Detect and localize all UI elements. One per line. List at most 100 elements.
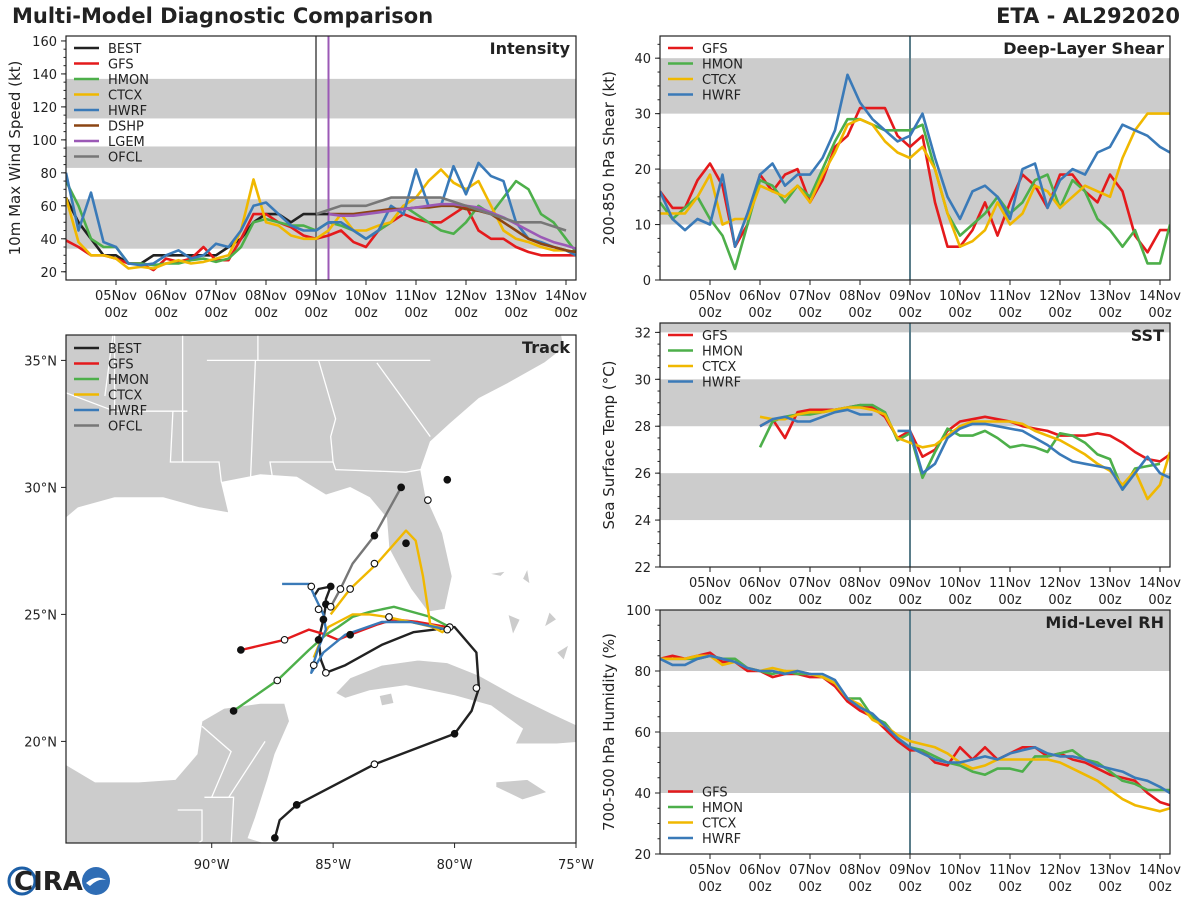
sst-panel: 22 24 26 28 30 32 05Nov 00z 06Nov 00z 07Nov 00z 08No… xyxy=(600,322,1181,608)
intensity-ytick-label: 40 xyxy=(40,233,57,248)
track-frame xyxy=(65,334,577,844)
land-bahamas xyxy=(555,643,570,661)
shear-xtick-date: 10Nov xyxy=(939,289,981,304)
land-isla-juventud xyxy=(378,692,395,707)
sst-ytick-label: 32 xyxy=(634,326,651,341)
rh-xtick-hour: 00z xyxy=(1048,880,1072,895)
logo-ring-icon xyxy=(7,866,37,896)
rh-xtick-date: 12Nov xyxy=(1039,863,1081,878)
track-ytick-label: 30°N xyxy=(24,481,57,496)
series-dshp xyxy=(328,204,576,254)
rh-xtick-date: 08Nov xyxy=(839,863,881,878)
map-border xyxy=(228,741,266,798)
shear-xtick-date: 11Nov xyxy=(989,289,1031,304)
track-point-hmon xyxy=(273,676,282,685)
rh-xtick-date: 11Nov xyxy=(989,863,1031,878)
land-bahamas xyxy=(488,570,507,577)
shear-xtick-hour: 00z xyxy=(898,306,922,321)
sst-ytick-label: 22 xyxy=(634,561,651,576)
legend-label-gfs: GFS xyxy=(702,329,728,344)
track-point-hmon xyxy=(229,707,238,715)
track-point-best xyxy=(472,684,481,692)
series-hwrf xyxy=(660,654,1170,795)
land-jamaica xyxy=(495,779,548,801)
cira-logo: CIRA xyxy=(6,864,116,902)
intensity-band xyxy=(66,146,576,168)
intensity-xtick-hour: 00z xyxy=(454,306,478,321)
shear-title: Deep-Layer Shear xyxy=(1003,39,1164,58)
sst-xtick-hour: 00z xyxy=(848,593,872,608)
legend-label-ctcx: CTCX xyxy=(702,73,736,88)
track-ytick-label: 25°N xyxy=(24,608,57,623)
map-border xyxy=(269,360,337,478)
rh-xtick-hour: 00z xyxy=(848,880,872,895)
sst-xtick-hour: 00z xyxy=(798,593,822,608)
intensity-band xyxy=(66,78,576,119)
legend-label-ctcx: CTCX xyxy=(108,89,142,104)
sst-band xyxy=(660,473,1170,521)
sst-xtick-hour: 00z xyxy=(1098,593,1122,608)
intensity-xtick-date: 08Nov xyxy=(245,289,287,304)
legend-label-dshp: DSHP xyxy=(108,120,144,135)
track-point-hwrf xyxy=(443,625,452,634)
rh-xtick-hour: 00z xyxy=(948,880,972,895)
track-point-ctcx xyxy=(443,475,452,484)
intensity-xtick-date: 10Nov xyxy=(345,289,387,304)
track-point-gfs xyxy=(280,635,289,644)
series-hwrf xyxy=(660,73,1170,248)
shear-series-group xyxy=(660,73,1170,271)
land-bahamas xyxy=(507,613,521,636)
map-border xyxy=(231,846,251,854)
track-title: Track xyxy=(522,338,570,357)
rh-xtick-date: 07Nov xyxy=(789,863,831,878)
shear-xtick-date: 05Nov xyxy=(689,289,731,304)
intensity-ytick-label: 120 xyxy=(32,101,57,116)
track-point-ctcx xyxy=(402,539,410,548)
track-legend-label-ofcl: OFCL xyxy=(108,420,143,435)
shear-xtick-hour: 00z xyxy=(1048,306,1072,321)
track-point-best xyxy=(314,635,323,644)
land-usa xyxy=(66,335,565,613)
map-border xyxy=(249,360,257,478)
shear-xtick-date: 09Nov xyxy=(889,289,931,304)
shear-xtick-date: 07Nov xyxy=(789,289,831,304)
rh-title: Mid-Level RH xyxy=(1045,613,1164,632)
rh-ylabel: 700-500 hPa Humidity (%) xyxy=(600,633,618,831)
shear-xtick-hour: 00z xyxy=(1148,306,1172,321)
legend-label-best: BEST xyxy=(108,42,141,57)
intensity-panel: 20 40 60 80 100 120 140 160 05Nov 00z 06Nov 00z 07No… xyxy=(6,35,587,321)
intensity-xtick-hour: 00z xyxy=(104,306,128,321)
track-ytick-label: 20°N xyxy=(24,735,57,750)
track-point-best xyxy=(370,760,379,769)
shear-ytick-label: 0 xyxy=(643,274,651,289)
sst-title: SST xyxy=(1131,326,1164,345)
intensity-frame xyxy=(65,35,577,281)
intensity-xtick-date: 13Nov xyxy=(495,289,537,304)
storm-id: ETA - AL292020 xyxy=(996,4,1180,28)
intensity-xtick-hour: 00z xyxy=(204,306,228,321)
intensity-xtick-hour: 00z xyxy=(404,306,428,321)
intensity-xtick-date: 06Nov xyxy=(145,289,187,304)
rh-xtick-date: 13Nov xyxy=(1089,863,1131,878)
map-border xyxy=(332,461,421,473)
sst-frame xyxy=(659,322,1171,568)
legend-label-gfs: GFS xyxy=(702,42,728,57)
sst-ytick-label: 24 xyxy=(634,514,651,529)
track-point-hwrf xyxy=(309,661,318,670)
rh-ytick-label: 40 xyxy=(634,787,651,802)
track-point-best xyxy=(326,582,335,591)
track-point-hwrf xyxy=(314,605,323,614)
track-point-gfs xyxy=(346,630,354,639)
track-xtick-label: 90°W xyxy=(194,858,230,873)
track-point-best xyxy=(322,668,330,677)
sst-xtick-hour: 00z xyxy=(1048,593,1072,608)
intensity-ytick-label: 20 xyxy=(40,266,57,281)
sst-xtick-date: 06Nov xyxy=(739,576,781,591)
legend-label-hwrf: HWRF xyxy=(702,89,741,104)
shear-xtick-date: 13Nov xyxy=(1089,289,1131,304)
rh-panel: 20 40 60 80 100 05Nov 00z 06Nov 00z 07Nov 00z 08Nov… xyxy=(600,604,1181,895)
track-panel: 20°N 25°N 30°N 35°N 90°W 85°W 80°W 75°W Track BES… xyxy=(24,334,594,873)
track-point-ctcx xyxy=(424,496,432,504)
shear-ytick-label: 40 xyxy=(634,52,651,67)
